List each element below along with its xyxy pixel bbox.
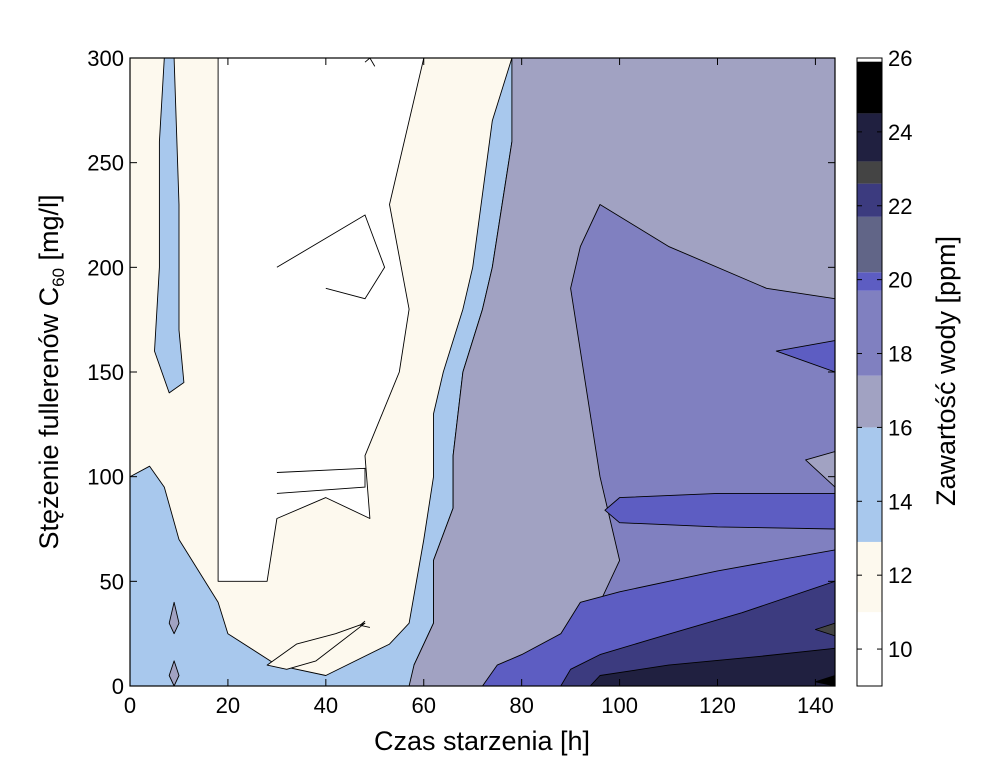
colorbar-band-1 [857, 541, 882, 613]
contour-region-12 [814, 675, 835, 686]
colorbar-tick-label: 14 [888, 489, 912, 514]
contour-region-6 [604, 492, 835, 530]
colorbar-tick-label: 12 [888, 563, 912, 588]
colorbar-tick-label: 22 [888, 194, 912, 219]
colorbar-band-10 [857, 61, 882, 114]
contour-line-1 [276, 467, 366, 494]
colorbar-border [856, 57, 883, 687]
colorbar-band-4 [857, 290, 882, 376]
y-tick-label: 50 [100, 569, 124, 594]
y-axis-ticks: 0 50 100 150 200 250 300 [87, 46, 835, 699]
colorbar-band-6 [857, 216, 882, 273]
colorbar-tick-label: 10 [888, 637, 912, 662]
contour-line-2 [364, 58, 376, 67]
y-axis-label-unit: [mg/l] [34, 194, 64, 268]
y-tick-label: 300 [87, 46, 124, 71]
contour-region-15 [168, 660, 180, 686]
colorbar-band-9 [857, 113, 882, 162]
contour-region-13 [814, 622, 835, 637]
colorbar-band-5 [857, 272, 882, 291]
contour-region-0 [217, 58, 425, 582]
x-tick-label: 80 [509, 693, 533, 718]
y-tick-label: 0 [112, 674, 124, 699]
colorbar-tick-label: 16 [888, 415, 912, 440]
contour-lines [276, 58, 386, 628]
colorbar-tick-label: 18 [888, 342, 912, 367]
y-tick-label: 150 [87, 360, 124, 385]
colorbar-band-7 [857, 183, 882, 217]
contour-region-3 [154, 58, 185, 394]
colorbar-band-0 [857, 612, 882, 679]
contour-region-11 [589, 647, 835, 686]
x-tick-label: 100 [601, 693, 638, 718]
contour-line-0 [276, 214, 386, 300]
colorbar-band-2 [857, 427, 882, 542]
y-axis-label-main: Stężenie fullerenów C [34, 287, 64, 550]
colorbar [856, 57, 883, 687]
colorbar-ticks: 10 12 14 16 18 20 22 24 26 [857, 46, 912, 662]
contour-regions [130, 58, 835, 686]
x-tick-label: 120 [699, 693, 736, 718]
x-tick-label: 40 [314, 693, 338, 718]
colorbar-label: Zawartość wody [ppm] [931, 236, 961, 506]
y-axis-label-subscript: 60 [49, 268, 68, 287]
y-tick-label: 100 [87, 465, 124, 490]
colorbar-tick-label: 26 [888, 46, 912, 71]
x-tick-label: 0 [124, 693, 136, 718]
x-tick-label: 140 [797, 693, 834, 718]
colorbar-band-3 [857, 375, 882, 428]
x-tick-label: 20 [216, 693, 240, 718]
x-axis-ticks: 0 20 40 60 80 100 120 140 [124, 58, 834, 718]
contour-region-14 [168, 601, 180, 635]
colorbar-band-8 [857, 161, 882, 184]
y-axis-label: Stężenie fullerenów C60 [mg/l] [34, 194, 68, 549]
contour-region-2 [266, 622, 366, 670]
y-tick-label: 200 [87, 255, 124, 280]
colorbar-tick-label: 20 [888, 268, 912, 293]
contour-line-3 [359, 620, 370, 628]
x-axis-label: Czas starzenia [h] [374, 726, 590, 756]
contour-region-9 [805, 451, 835, 488]
colorbar-tick-label: 24 [888, 120, 912, 145]
y-tick-label: 250 [87, 151, 124, 176]
x-tick-label: 60 [412, 693, 436, 718]
contour-region-7 [775, 340, 835, 373]
